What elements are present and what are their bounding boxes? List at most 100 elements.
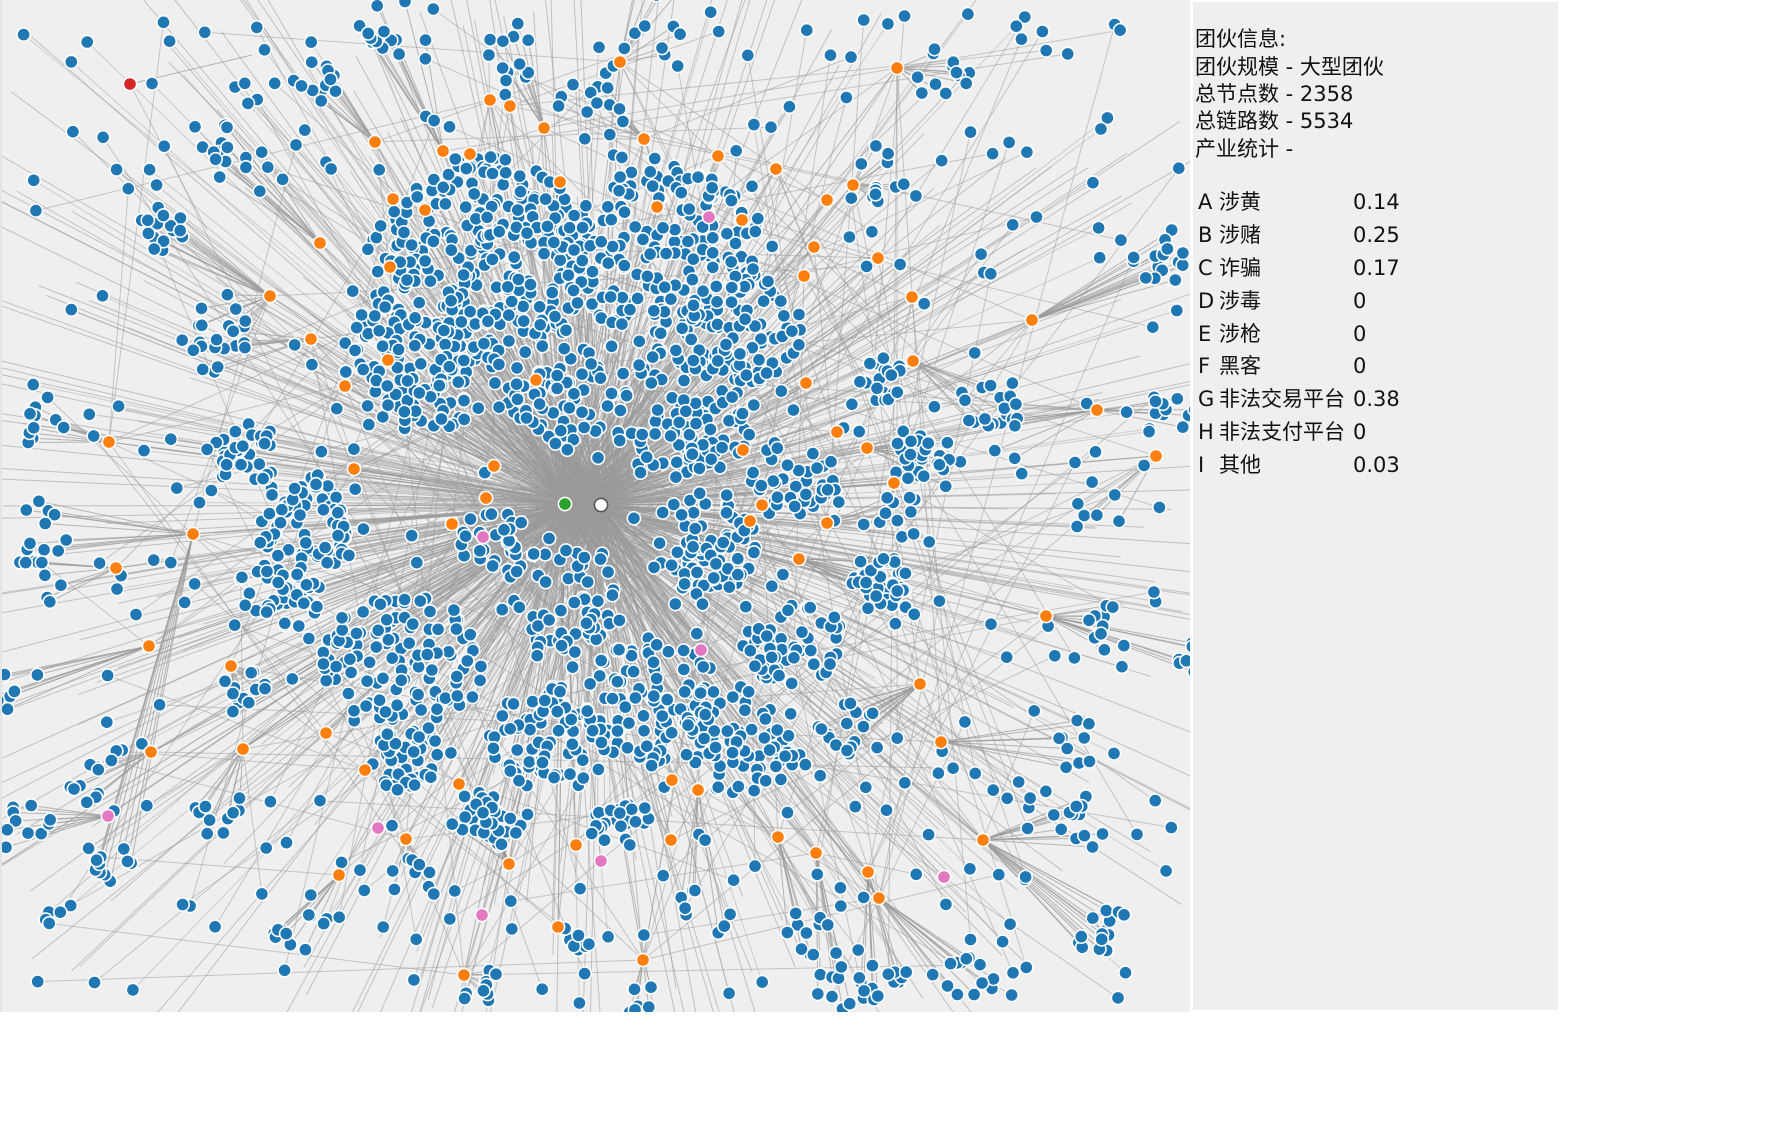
graph-node[interactable]	[880, 146, 896, 162]
graph-node[interactable]	[120, 181, 136, 197]
graph-special-node[interactable]	[100, 808, 116, 824]
graph-node[interactable]	[140, 212, 156, 228]
graph-node[interactable]	[1053, 821, 1069, 837]
graph-node[interactable]	[501, 333, 517, 349]
graph-node[interactable]	[47, 507, 62, 523]
graph-node[interactable]	[842, 229, 857, 245]
graph-hub-node[interactable]	[435, 143, 451, 159]
graph-node[interactable]	[1029, 209, 1044, 225]
graph-hub-node[interactable]	[536, 120, 552, 136]
graph-node[interactable]	[647, 426, 663, 442]
graph-node[interactable]	[621, 715, 637, 731]
graph-node[interactable]	[316, 916, 332, 931]
graph-node[interactable]	[643, 979, 659, 995]
graph-node[interactable]	[903, 433, 919, 449]
graph-node[interactable]	[636, 708, 651, 724]
graph-node[interactable]	[728, 235, 743, 251]
graph-node[interactable]	[485, 558, 501, 574]
graph-node[interactable]	[521, 754, 537, 770]
graph-node[interactable]	[974, 975, 990, 991]
graph-node[interactable]	[579, 104, 595, 120]
graph-node[interactable]	[376, 24, 392, 39]
graph-node[interactable]	[839, 716, 855, 731]
graph-node[interactable]	[259, 604, 275, 620]
graph-node[interactable]	[463, 511, 478, 527]
graph-node[interactable]	[422, 273, 438, 289]
graph-node[interactable]	[456, 393, 472, 408]
graph-node[interactable]	[747, 224, 763, 239]
graph-node[interactable]	[208, 151, 223, 167]
graph-node[interactable]	[932, 457, 947, 473]
graph-node[interactable]	[803, 643, 819, 658]
graph-hub-node[interactable]	[690, 782, 706, 798]
graph-node[interactable]	[483, 506, 499, 522]
graph-node[interactable]	[859, 258, 874, 274]
graph-node[interactable]	[1094, 931, 1110, 947]
graph-node[interactable]	[462, 627, 478, 642]
graph-node[interactable]	[745, 465, 761, 480]
graph-node[interactable]	[511, 773, 527, 789]
graph-node[interactable]	[898, 565, 913, 581]
graph-node[interactable]	[1175, 419, 1190, 435]
graph-node[interactable]	[441, 167, 456, 182]
graph-node[interactable]	[345, 283, 361, 299]
graph-node[interactable]	[637, 800, 653, 816]
graph-node[interactable]	[549, 368, 565, 383]
graph-node[interactable]	[317, 540, 333, 555]
graph-hub-node[interactable]	[456, 967, 472, 983]
graph-hub-node[interactable]	[904, 289, 920, 305]
graph-hub-node[interactable]	[382, 259, 398, 275]
graph-node[interactable]	[267, 75, 283, 91]
graph-node[interactable]	[645, 349, 661, 365]
graph-node[interactable]	[650, 402, 665, 418]
graph-node[interactable]	[824, 989, 840, 1004]
graph-node[interactable]	[593, 370, 608, 386]
graph-node[interactable]	[298, 577, 314, 593]
graph-node[interactable]	[972, 957, 988, 973]
graph-node[interactable]	[378, 704, 393, 720]
graph-node[interactable]	[856, 517, 872, 532]
graph-node[interactable]	[330, 505, 346, 521]
graph-node[interactable]	[799, 22, 815, 38]
graph-node[interactable]	[447, 883, 463, 899]
graph-node[interactable]	[646, 560, 662, 575]
graph-node[interactable]	[802, 600, 818, 615]
graph-node[interactable]	[574, 253, 590, 268]
graph-node[interactable]	[640, 268, 655, 284]
graph-node[interactable]	[1019, 144, 1035, 160]
graph-node[interactable]	[511, 599, 527, 615]
graph-node[interactable]	[880, 16, 896, 32]
graph-node[interactable]	[604, 338, 619, 354]
graph-node[interactable]	[225, 805, 241, 821]
graph-node[interactable]	[925, 967, 941, 982]
graph-node[interactable]	[501, 307, 517, 323]
graph-node[interactable]	[529, 648, 545, 664]
graph-node[interactable]	[746, 783, 762, 799]
graph-node[interactable]	[852, 374, 868, 390]
graph-node[interactable]	[254, 886, 270, 902]
graph-node[interactable]	[488, 966, 504, 982]
graph-special-node[interactable]	[936, 869, 952, 885]
graph-node[interactable]	[36, 542, 52, 558]
graph-node[interactable]	[1018, 960, 1034, 975]
graph-node[interactable]	[502, 721, 518, 737]
graph-node[interactable]	[764, 238, 780, 254]
graph-node[interactable]	[288, 137, 304, 153]
graph-hub-node[interactable]	[143, 744, 159, 760]
graph-node[interactable]	[512, 168, 528, 184]
graph-node[interactable]	[641, 999, 657, 1013]
graph-hub-node[interactable]	[889, 60, 905, 76]
graph-node[interactable]	[209, 332, 224, 348]
graph-node[interactable]	[616, 258, 632, 273]
graph-node[interactable]	[868, 588, 884, 604]
graph-node[interactable]	[566, 386, 582, 402]
graph-node[interactable]	[519, 225, 535, 241]
graph-node[interactable]	[146, 241, 162, 257]
graph-node[interactable]	[237, 597, 253, 613]
graph-node[interactable]	[63, 302, 79, 317]
graph-node[interactable]	[197, 799, 213, 814]
graph-node[interactable]	[301, 631, 317, 646]
graph-node[interactable]	[583, 356, 599, 372]
graph-node[interactable]	[417, 51, 433, 67]
graph-node[interactable]	[399, 272, 415, 288]
